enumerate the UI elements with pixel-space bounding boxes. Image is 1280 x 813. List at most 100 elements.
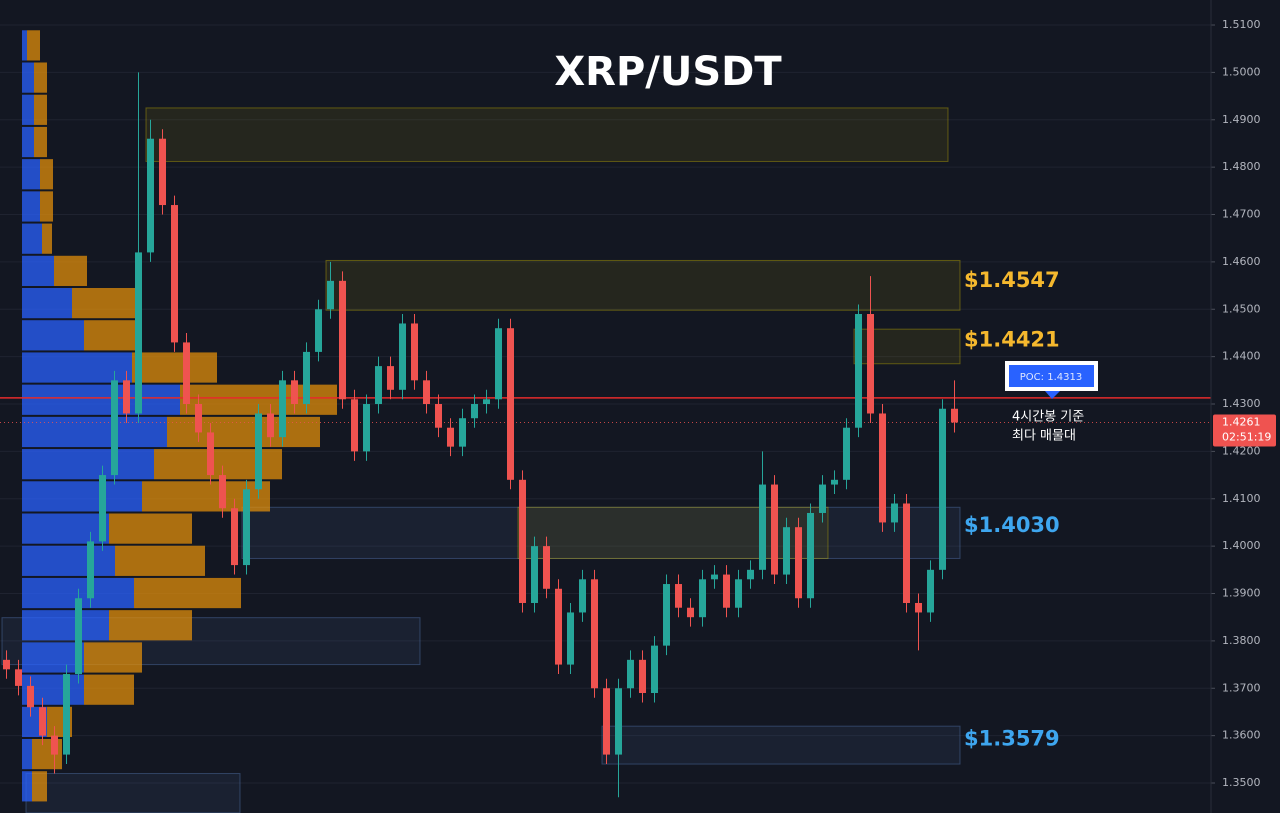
- price-tag: [1213, 414, 1276, 447]
- profile-down-bar: [34, 94, 47, 125]
- candle-body: [891, 503, 898, 523]
- chart-title: XRP/USDT: [554, 49, 782, 95]
- candle-body: [15, 669, 22, 686]
- profile-up-bar: [22, 62, 34, 93]
- candle-body: [867, 314, 874, 414]
- candle-body: [75, 598, 82, 675]
- profile-down-bar: [109, 610, 192, 641]
- profile-up-bar: [22, 545, 115, 576]
- candle-body: [951, 408, 958, 423]
- candle-body: [123, 380, 130, 414]
- candle-body: [699, 579, 706, 618]
- profile-up-bar: [22, 191, 40, 222]
- candle-body: [555, 588, 562, 665]
- profile-down-bar: [132, 352, 217, 383]
- candle-body: [471, 404, 478, 419]
- profile-down-bar: [40, 159, 53, 190]
- candle-body: [927, 569, 934, 613]
- y-tick-label: 1.4200: [1222, 444, 1261, 457]
- candle-body: [687, 607, 694, 618]
- profile-down-bar: [84, 642, 142, 673]
- candle-body: [147, 138, 154, 253]
- candle-body: [159, 138, 166, 206]
- profile-down-bar: [32, 771, 47, 802]
- candle-body: [447, 427, 454, 447]
- y-tick-label: 1.3500: [1222, 776, 1261, 789]
- note-text: 최다 매물대: [1012, 429, 1076, 444]
- profile-up-bar: [22, 771, 32, 802]
- candle-body: [327, 280, 334, 310]
- candle-body: [735, 579, 742, 608]
- zone: [25, 773, 241, 813]
- profile-up-bar: [22, 255, 54, 286]
- profile-down-bar: [40, 191, 53, 222]
- candle-body: [543, 546, 550, 589]
- candle-body: [639, 659, 646, 693]
- last-price-label: 1.4261: [1222, 415, 1261, 428]
- candle-body: [351, 399, 358, 452]
- profile-up-bar: [22, 513, 109, 544]
- candle-body: [267, 413, 274, 438]
- profile-up-bar: [22, 610, 109, 641]
- candle-body: [135, 252, 142, 414]
- y-tick-label: 1.4600: [1222, 255, 1261, 268]
- candle-body: [87, 541, 94, 599]
- candle-body: [435, 404, 442, 428]
- note-text: 4시간봉 기준: [1012, 410, 1084, 425]
- profile-down-bar: [27, 30, 40, 61]
- candle-body: [459, 418, 466, 447]
- level-label: $1.3579: [964, 727, 1060, 751]
- price-lines: [0, 397, 1211, 423]
- candle-body: [255, 413, 262, 490]
- poc-label-pointer: [1045, 391, 1060, 399]
- profile-down-bar: [142, 481, 270, 512]
- candle-body: [171, 205, 178, 343]
- candle-body: [651, 645, 658, 693]
- profile-up-bar: [22, 449, 154, 480]
- zone: [145, 107, 949, 162]
- profile-up-bar: [22, 320, 84, 351]
- volume-profile: [22, 30, 337, 802]
- candle-body: [279, 380, 286, 438]
- y-tick-label: 1.4300: [1222, 397, 1261, 410]
- candle-body: [111, 380, 118, 476]
- candle-body: [339, 280, 346, 400]
- profile-down-bar: [84, 674, 134, 705]
- y-tick-label: 1.3600: [1222, 729, 1261, 742]
- candle-body: [483, 399, 490, 405]
- candles: [3, 72, 958, 798]
- candle-body: [711, 574, 718, 580]
- profile-up-bar: [22, 384, 180, 415]
- y-tick-label: 1.4000: [1222, 539, 1261, 552]
- candle-body: [723, 574, 730, 608]
- candle-body: [579, 579, 586, 613]
- candle-body: [399, 323, 406, 390]
- profile-up-bar: [22, 159, 40, 190]
- candle-body: [759, 484, 766, 570]
- candle-body: [63, 674, 70, 755]
- y-tick-label: 1.5000: [1222, 65, 1261, 78]
- candle-body: [99, 475, 106, 542]
- candle-body: [567, 612, 574, 665]
- candle-body: [423, 380, 430, 405]
- y-tick-label: 1.3700: [1222, 681, 1261, 694]
- candle-body: [303, 351, 310, 405]
- y-tick-label: 1.4100: [1222, 492, 1261, 505]
- candle-body: [819, 484, 826, 513]
- labels: 1.3500 1.3600 1.3700 1.3800 1.3900 1.4000 1.41…: [964, 18, 1276, 789]
- candle-body: [363, 404, 370, 452]
- level-label: $1.4547: [964, 268, 1060, 292]
- profile-down-bar: [115, 545, 205, 576]
- profile-down-bar: [72, 287, 142, 319]
- candle-body: [615, 688, 622, 755]
- level-label: $1.4421: [964, 328, 1060, 352]
- profile-down-bar: [34, 126, 47, 158]
- profile-up-bar: [22, 481, 142, 512]
- candle-body: [183, 342, 190, 405]
- countdown-label: 02:51:19: [1222, 430, 1271, 443]
- level-label: $1.4030: [964, 513, 1060, 537]
- y-tick-label: 1.5100: [1222, 18, 1261, 31]
- candle-body: [195, 404, 202, 433]
- candle-body: [663, 584, 670, 646]
